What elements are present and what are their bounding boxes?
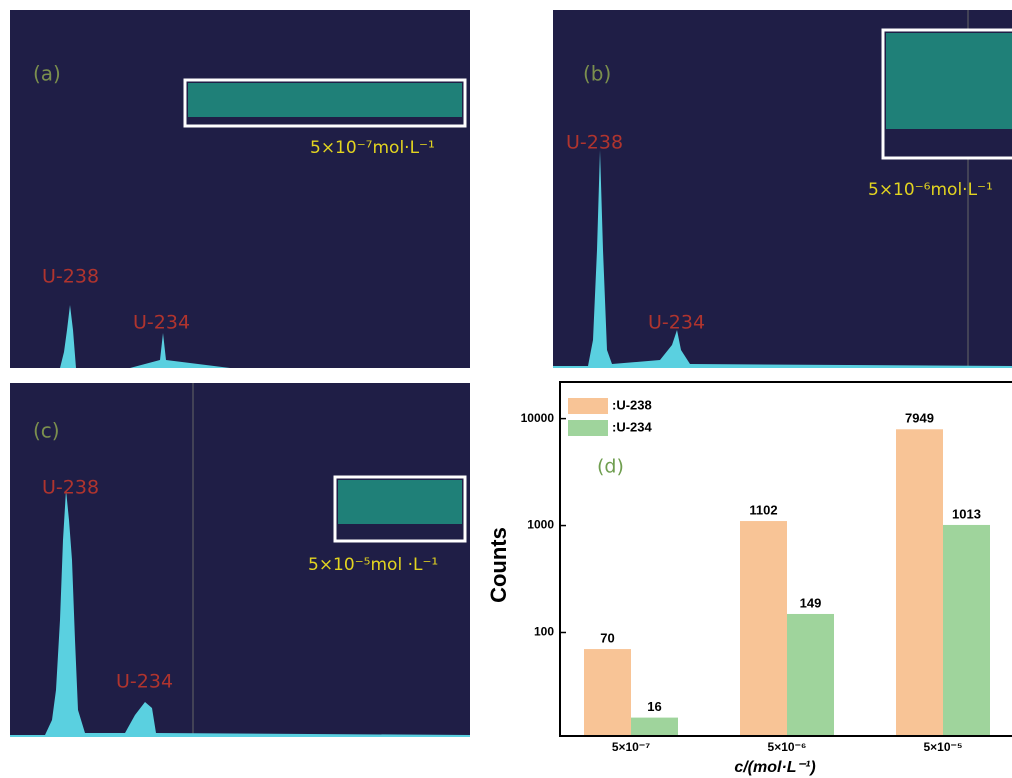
- inset-fill: [886, 33, 1012, 129]
- panel-a: (a) U-238 U-234 5×10⁻⁷mol·L⁻¹: [10, 10, 470, 368]
- bar: [740, 521, 787, 735]
- peak-label: U-238: [42, 477, 99, 499]
- y-axis-title: Counts: [486, 527, 511, 603]
- panel-c: (c) U-238 U-234 5×10⁻⁵mol ·L⁻¹: [10, 383, 470, 737]
- legend-swatch: [568, 398, 608, 414]
- bar-chart: (d) Counts c/(mol·L⁻¹) 100 1000 10000 5×10⁻…: [486, 382, 1012, 776]
- peak-label: U-234: [133, 312, 190, 334]
- legend-swatch: [568, 420, 608, 436]
- value-label: 1102: [749, 502, 777, 517]
- legend-label: :U-238: [612, 397, 652, 412]
- bar: [787, 614, 834, 735]
- y-tick-label: 100: [534, 625, 554, 639]
- bar: [943, 525, 990, 735]
- inset-fill: [338, 480, 462, 524]
- concentration: 5×10⁻⁷mol·L⁻¹: [310, 138, 435, 158]
- concentration: 5×10⁻⁵mol ·L⁻¹: [308, 555, 438, 575]
- bar: [896, 429, 943, 735]
- panel-label: (c): [33, 419, 60, 443]
- y-tick-label: 10000: [521, 411, 555, 425]
- panel-label: (b): [583, 62, 611, 86]
- inset-fill: [188, 83, 462, 117]
- bar: [631, 718, 678, 735]
- spectrum-bg: [10, 10, 470, 368]
- x-tick-label: 5×10⁻⁶: [768, 740, 807, 754]
- panel-label: (d): [597, 456, 624, 478]
- peak-label: U-234: [648, 312, 705, 334]
- concentration: 5×10⁻⁶mol·L⁻¹: [868, 180, 993, 200]
- peak-label: U-238: [42, 266, 99, 288]
- x-tick-label: 5×10⁻⁷: [612, 740, 650, 754]
- value-label: 7949: [905, 411, 934, 426]
- value-label: 149: [800, 595, 822, 610]
- figure: (a) U-238 U-234 5×10⁻⁷mol·L⁻¹ (b) U-238 …: [0, 0, 1012, 778]
- peak-label: U-234: [116, 671, 173, 693]
- y-tick-label: 1000: [527, 518, 554, 532]
- value-label: 16: [647, 699, 661, 714]
- bar: [584, 649, 631, 735]
- value-label: 70: [600, 630, 614, 645]
- legend-label: :U-234: [612, 419, 653, 434]
- x-axis-title: c/(mol·L⁻¹): [734, 759, 815, 776]
- value-label: 1013: [952, 506, 981, 521]
- panel-label: (a): [33, 62, 61, 86]
- x-tick-label: 5×10⁻⁵: [924, 740, 963, 754]
- panel-b: (b) U-238 U-234 5×10⁻⁶mol·L⁻¹: [553, 10, 1012, 368]
- peak-label: U-238: [566, 132, 623, 154]
